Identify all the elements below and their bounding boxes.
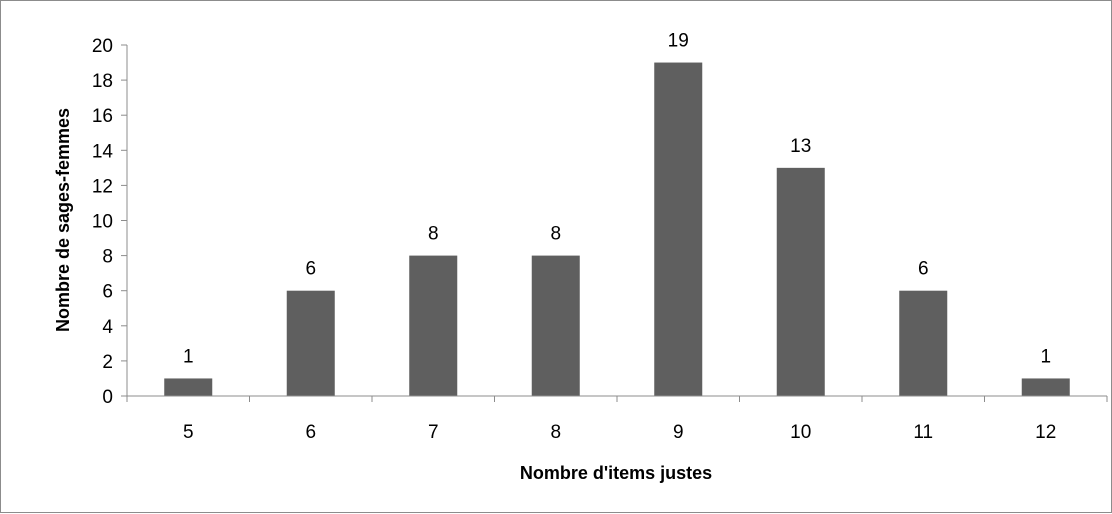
x-tick-label-12: 12 bbox=[1035, 422, 1056, 443]
y-tick-label: 16 bbox=[92, 106, 113, 127]
y-axis-ticks: 0 2 4 6 8 10 12 14 16 18 20 bbox=[92, 36, 127, 408]
data-label-5: 1 bbox=[183, 346, 194, 367]
y-tick-label: 0 bbox=[102, 387, 113, 408]
x-axis-title: Nombre d'items justes bbox=[520, 463, 712, 483]
y-tick-label: 20 bbox=[92, 36, 113, 57]
x-tick-label-5: 5 bbox=[183, 422, 194, 443]
data-label-9: 19 bbox=[668, 31, 689, 52]
x-tick-label-11: 11 bbox=[913, 422, 933, 443]
bar-6 bbox=[286, 290, 335, 396]
x-axis-ticks: 5 6 7 8 9 10 11 12 bbox=[126, 396, 1108, 443]
data-label-8: 8 bbox=[550, 224, 561, 245]
data-label-12: 1 bbox=[1040, 346, 1051, 367]
data-label-6: 6 bbox=[305, 259, 316, 280]
y-tick-label: 8 bbox=[102, 247, 113, 268]
bar-7 bbox=[409, 255, 458, 396]
bar-12 bbox=[1021, 378, 1070, 396]
x-tick-label-9: 9 bbox=[673, 422, 684, 443]
bar-11 bbox=[899, 290, 948, 396]
y-tick-label: 2 bbox=[102, 352, 113, 373]
y-tick-label: 14 bbox=[92, 141, 114, 162]
y-tick-label: 18 bbox=[92, 71, 113, 92]
data-label-11: 6 bbox=[918, 259, 929, 280]
bar-8 bbox=[531, 255, 580, 396]
bars bbox=[164, 62, 1070, 397]
y-tick-label: 4 bbox=[102, 317, 113, 338]
x-tick-label-6: 6 bbox=[305, 422, 316, 443]
bar-5 bbox=[164, 378, 213, 396]
x-tick-label-7: 7 bbox=[428, 422, 439, 443]
y-axis-title: Nombre de sages-femmes bbox=[53, 108, 73, 332]
bar-9 bbox=[654, 62, 703, 397]
data-label-10: 13 bbox=[790, 136, 811, 157]
x-tick-label-10: 10 bbox=[790, 422, 811, 443]
x-tick-label-8: 8 bbox=[550, 422, 561, 443]
bar-10 bbox=[776, 167, 825, 396]
data-labels: 1 6 8 8 19 13 6 1 bbox=[183, 31, 1051, 368]
data-label-7: 8 bbox=[428, 224, 439, 245]
y-tick-label: 10 bbox=[92, 212, 113, 233]
y-tick-label: 6 bbox=[102, 282, 113, 303]
y-tick-label: 12 bbox=[92, 176, 113, 197]
